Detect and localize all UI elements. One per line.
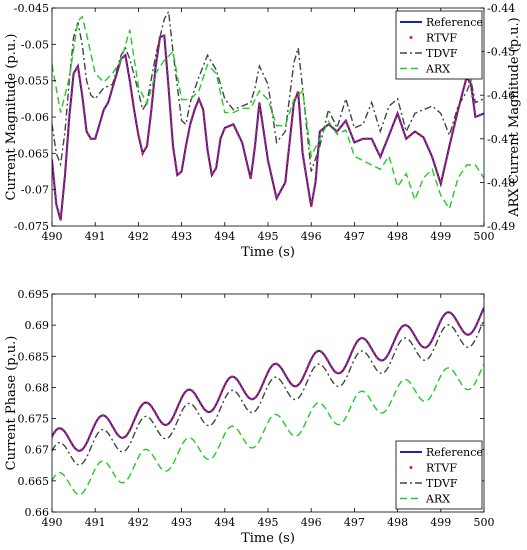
- x-tick-label: 495: [258, 230, 279, 243]
- legend-label-tdvf: TDVF: [426, 477, 458, 490]
- y-tick-label: -0.06: [21, 111, 49, 124]
- x-tick-label: 491: [85, 230, 106, 243]
- x-tick-label: 490: [42, 230, 63, 243]
- y-tick-label: 0.665: [18, 475, 50, 488]
- series-line-tdvf: [52, 319, 484, 466]
- series-line-rtvf: [52, 33, 484, 221]
- y2-tick-label: -0.47: [487, 133, 515, 146]
- y-tick-label: -0.07: [21, 184, 49, 197]
- legend-label-arx: ARX: [425, 493, 450, 506]
- series-line-rtvf: [52, 306, 484, 453]
- x-tick-label: 499: [430, 516, 451, 529]
- legend: Reference RTVF TDVF ARX: [395, 10, 483, 80]
- x-tick-label: 492: [128, 230, 149, 243]
- y-tick-label: 0.66: [25, 506, 50, 519]
- y-tick-label: -0.045: [14, 2, 49, 15]
- y-tick-label: 0.675: [18, 413, 50, 426]
- x-tick-label: 500: [474, 516, 495, 529]
- y-tick-label: -0.075: [14, 220, 49, 233]
- x-tick-label: 496: [301, 230, 322, 243]
- y-tick-label: 0.685: [18, 350, 50, 363]
- x-tick-label: 494: [214, 516, 235, 529]
- legend: Reference RTVF TDVF ARX: [395, 440, 483, 510]
- series-line-tdvf: [52, 9, 484, 172]
- x-tick-label: 497: [344, 230, 365, 243]
- x-tick-label: 498: [387, 516, 408, 529]
- x-tick-label: 495: [258, 516, 279, 529]
- y-tick-label: -0.065: [14, 147, 49, 160]
- x-tick-label: 491: [85, 516, 106, 529]
- y2-tick-label: -0.45: [487, 46, 515, 59]
- x-tick-label: 496: [301, 516, 322, 529]
- y-tick-label: -0.05: [21, 38, 49, 51]
- x-tick-label: 499: [430, 230, 451, 243]
- y-tick-label: 0.695: [18, 288, 50, 301]
- x-tick-label: 490: [42, 516, 63, 529]
- series-line-reference: [52, 307, 484, 452]
- chart-magnitude: 490 491 492 493 494 495 496 497 498 499 500 -0.075 -…: [4, 2, 522, 260]
- x-tick-label: 497: [344, 516, 365, 529]
- legend-label-reference: Reference: [426, 16, 483, 29]
- legend-label-rtvf: RTVF: [426, 32, 457, 45]
- y-tick-label: -0.055: [14, 75, 49, 88]
- series-line-arx: [52, 15, 484, 211]
- plot-area: [52, 9, 484, 221]
- legend-swatch-rtvf: [409, 36, 413, 39]
- legend-label-tdvf: TDVF: [426, 47, 458, 60]
- y2-tick-label: -0.49: [487, 220, 515, 233]
- chart-phase: 490 491 492 493 494 495 496 497 498 499 500 0.66 0.6…: [4, 288, 495, 546]
- y2-tick-label: -0.46: [487, 89, 515, 102]
- x-tick-label: 498: [387, 230, 408, 243]
- y2-tick-label: -0.48: [487, 176, 515, 189]
- legend-label-rtvf: RTVF: [426, 462, 457, 475]
- plot-area: [52, 306, 484, 496]
- y2-tick-label: -0.44: [487, 2, 515, 15]
- x-tick-label: 500: [474, 230, 495, 243]
- x-tick-label: 493: [171, 516, 192, 529]
- legend-swatch-rtvf: [409, 466, 413, 469]
- y-tick-label: 0.67: [25, 444, 50, 457]
- x-tick-label: 492: [128, 516, 149, 529]
- x-tick-label: 494: [214, 230, 235, 243]
- x-tick-label: 493: [171, 230, 192, 243]
- y-axis-label: Current Phase (p.u.): [4, 336, 19, 471]
- y2-axis-label: ARX Current Magnitude (p.u.): [507, 17, 522, 218]
- series-line-arx: [52, 363, 484, 496]
- legend-label-arx: ARX: [425, 63, 450, 76]
- y-tick-label: 0.69: [25, 319, 50, 332]
- y-tick-label: 0.68: [25, 381, 50, 394]
- x-axis-label: Time (s): [241, 245, 295, 260]
- legend-label-reference: Reference: [426, 446, 483, 459]
- y-axis-label: Current Magnitude (p.u.): [4, 34, 19, 201]
- x-axis-label: Time (s): [241, 531, 295, 546]
